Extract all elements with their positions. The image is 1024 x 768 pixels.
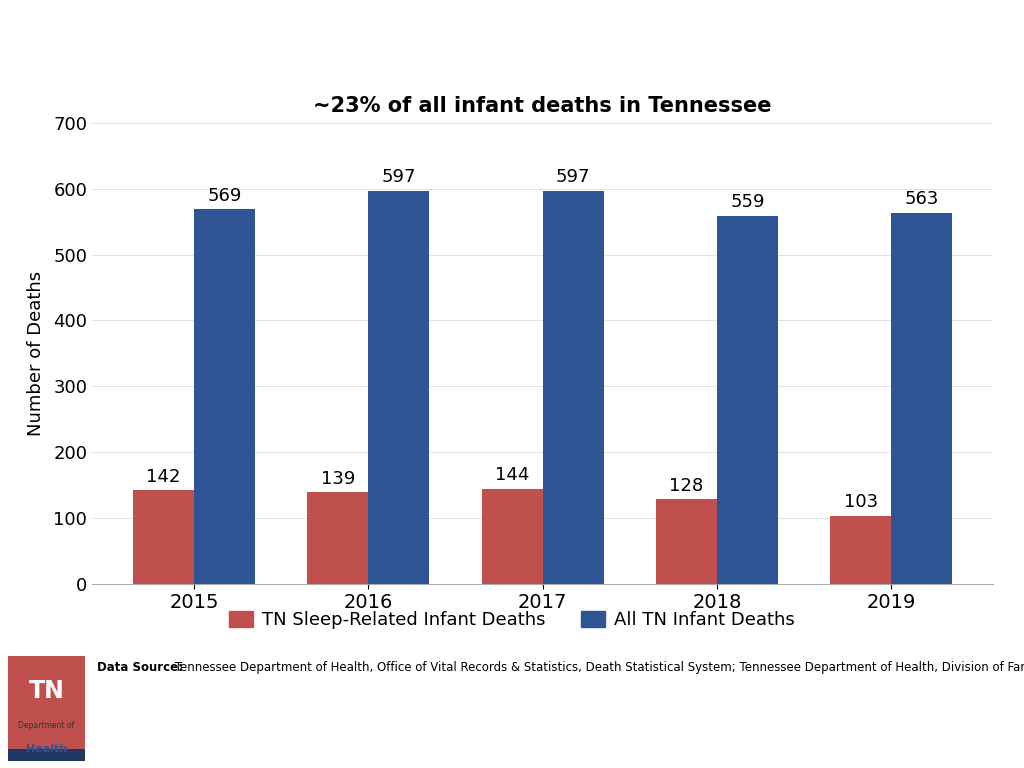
Text: 563: 563	[904, 190, 939, 208]
Text: 144: 144	[495, 466, 529, 485]
Bar	[195, 209, 255, 584]
Bar	[543, 190, 604, 584]
Text: TN: TN	[29, 679, 65, 703]
Text: 559: 559	[730, 193, 765, 211]
Bar	[133, 490, 195, 584]
Bar	[307, 492, 369, 584]
Title: ~23% of all infant deaths in Tennessee: ~23% of all infant deaths in Tennessee	[313, 96, 772, 116]
Text: Tennessee, 2015-2019: Tennessee, 2015-2019	[15, 71, 487, 108]
Text: Tennessee Department of Health, Office of Vital Records & Statistics, Death Stat: Tennessee Department of Health, Office o…	[171, 660, 1024, 674]
Text: 128: 128	[670, 477, 703, 495]
Legend: TN Sleep-Related Infant Deaths, All TN Infant Deaths: TN Sleep-Related Infant Deaths, All TN I…	[222, 604, 802, 637]
Y-axis label: Number of Deaths: Number of Deaths	[27, 270, 45, 436]
Bar	[830, 516, 891, 584]
Text: 103: 103	[844, 493, 878, 511]
FancyBboxPatch shape	[8, 749, 85, 761]
Text: 569: 569	[208, 187, 242, 204]
Bar	[656, 499, 717, 584]
Text: Health: Health	[26, 744, 68, 754]
Bar	[369, 190, 429, 584]
Bar	[481, 489, 543, 584]
Bar	[717, 216, 778, 584]
Bar	[891, 213, 952, 584]
FancyBboxPatch shape	[8, 656, 85, 761]
Text: Overall and Sleep-Related Infant Deaths: Overall and Sleep-Related Infant Deaths	[15, 12, 869, 48]
Text: Data Source:: Data Source:	[97, 660, 183, 674]
Text: 597: 597	[382, 168, 416, 186]
Text: 142: 142	[146, 468, 181, 485]
Text: 597: 597	[556, 168, 591, 186]
Text: Department of: Department of	[18, 720, 75, 730]
Text: 139: 139	[321, 469, 355, 488]
